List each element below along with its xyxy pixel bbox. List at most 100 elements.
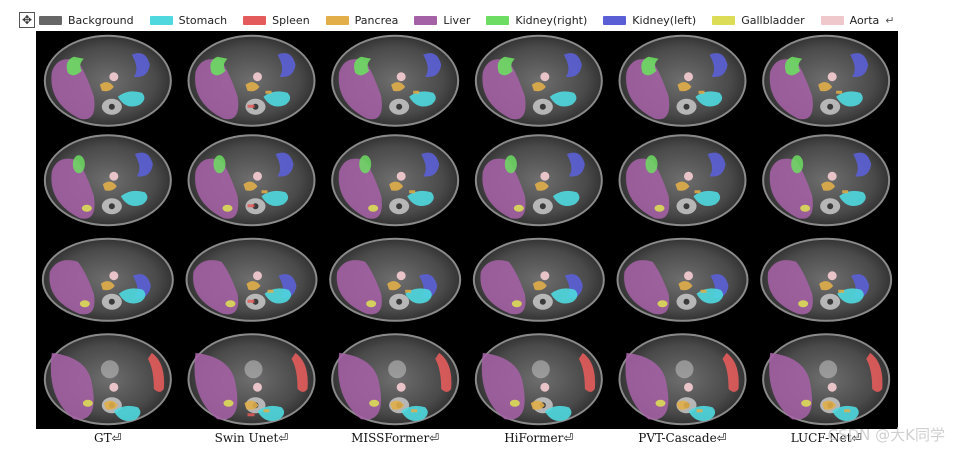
gallbladder-region [513, 204, 524, 212]
scan-cell [618, 34, 747, 127]
gallbladder-region [366, 300, 377, 308]
kidney-left-region [850, 53, 869, 77]
bowel-loop [531, 360, 550, 379]
legend-swatch [325, 15, 349, 25]
pancreas-region [387, 281, 402, 291]
watermark: CSDN @大K同学 [827, 426, 945, 444]
spleen-region [722, 352, 739, 392]
pancreas-region [532, 281, 547, 291]
gallbladder-region [511, 300, 522, 308]
spleen-fragment [247, 104, 255, 108]
legend-swatch [39, 15, 62, 25]
move-handle-icon[interactable]: ✥ [19, 12, 35, 28]
aorta-region [684, 271, 693, 281]
scan-cell [618, 134, 747, 227]
kidney-right-region [641, 56, 659, 76]
gallbladder-region [509, 399, 520, 407]
scan-cell [43, 34, 172, 127]
stomach-region [405, 288, 432, 304]
liver-region [769, 158, 813, 219]
liver-region [193, 260, 239, 315]
column-caption: PVT-Cascade⏎ [638, 431, 727, 445]
pancreas-fragment [405, 289, 412, 293]
pancreas-region [389, 181, 404, 191]
kidney-left-region [707, 152, 726, 177]
kidney-left-region [563, 53, 582, 77]
liver-region [338, 59, 382, 120]
gallbladder-region [225, 300, 236, 308]
pancreas-region [675, 181, 690, 191]
stomach-region [409, 91, 436, 107]
pancreas-fragment [263, 409, 270, 413]
legend-item: Gallbladder [712, 14, 805, 27]
gallbladder-region [801, 399, 812, 407]
pancreas-region [99, 82, 114, 92]
kidney-right-region [72, 155, 85, 174]
legend-label: Liver [443, 13, 471, 27]
scan-cell [474, 34, 603, 127]
legend-label: Kidney(right) [515, 13, 588, 27]
legend-swatch [243, 15, 267, 25]
aorta-region [540, 171, 550, 181]
stomach-region [836, 91, 863, 107]
scan-cell [762, 34, 891, 127]
pancreas-fragment [694, 190, 701, 194]
liver-region [338, 158, 382, 219]
pancreas-region [818, 82, 833, 92]
spine-canal [539, 103, 546, 110]
stomach-region [118, 288, 146, 304]
legend-label: Stomach [178, 13, 228, 27]
aorta-region [684, 72, 693, 82]
legend-item: Pancrea [325, 14, 398, 27]
legend-bar: ✥ Background Stomach Spleen Pancrea Liver Kid… [19, 10, 899, 30]
legend-label: Spleen [272, 13, 310, 27]
liver-region [626, 59, 670, 120]
kidney-left-region [853, 152, 872, 177]
kidney-right-region [210, 56, 228, 76]
legend-swatch [414, 15, 438, 25]
gallbladder-region [368, 204, 379, 212]
spine-canal [683, 103, 690, 110]
pancreas-region [676, 400, 691, 410]
pancreas-region [530, 400, 545, 410]
paragraph-mark: ↵ [885, 13, 895, 27]
spleen-region [147, 352, 165, 392]
pancreas-fragment [409, 190, 416, 194]
legend-item: Aorta [820, 14, 879, 27]
spleen-region [866, 352, 883, 392]
spleen-fragment [247, 204, 255, 208]
stomach-region [688, 405, 716, 422]
aorta-region [827, 72, 837, 82]
aorta-region [396, 382, 406, 392]
spine-canal [108, 298, 115, 305]
kidney-left-region [134, 152, 153, 177]
kidney-right-region [791, 155, 804, 174]
pancreas-region [246, 281, 261, 291]
legend-item: Background [39, 14, 134, 27]
aorta-region [253, 171, 262, 181]
liver-region [195, 59, 239, 120]
pancreas-region [534, 181, 549, 191]
column-caption: LUCF-Net⏎ [790, 431, 862, 445]
spine-canal [539, 298, 546, 305]
spine-canal [108, 103, 115, 110]
aorta-region [396, 171, 406, 181]
pancreas-region [103, 400, 118, 410]
kidney-right-region [213, 155, 226, 174]
aorta-region [253, 72, 262, 82]
legend-item: Spleen [243, 14, 310, 27]
spine-canal [683, 298, 690, 305]
stomach-region [549, 91, 577, 107]
bowel-loop [675, 360, 694, 379]
gallbladder-region [223, 399, 234, 407]
legend-items: Background Stomach Spleen Pancrea Liver Kidne… [39, 14, 895, 27]
scan-cell [43, 134, 172, 227]
pancreas-region [678, 281, 693, 291]
stomach-region [839, 190, 866, 207]
aorta-region [396, 72, 406, 82]
bowel-loop [388, 360, 407, 379]
liver-region [626, 158, 670, 219]
aorta-region [540, 72, 550, 82]
bowel-loop [819, 360, 838, 379]
spleen-region [291, 352, 308, 392]
